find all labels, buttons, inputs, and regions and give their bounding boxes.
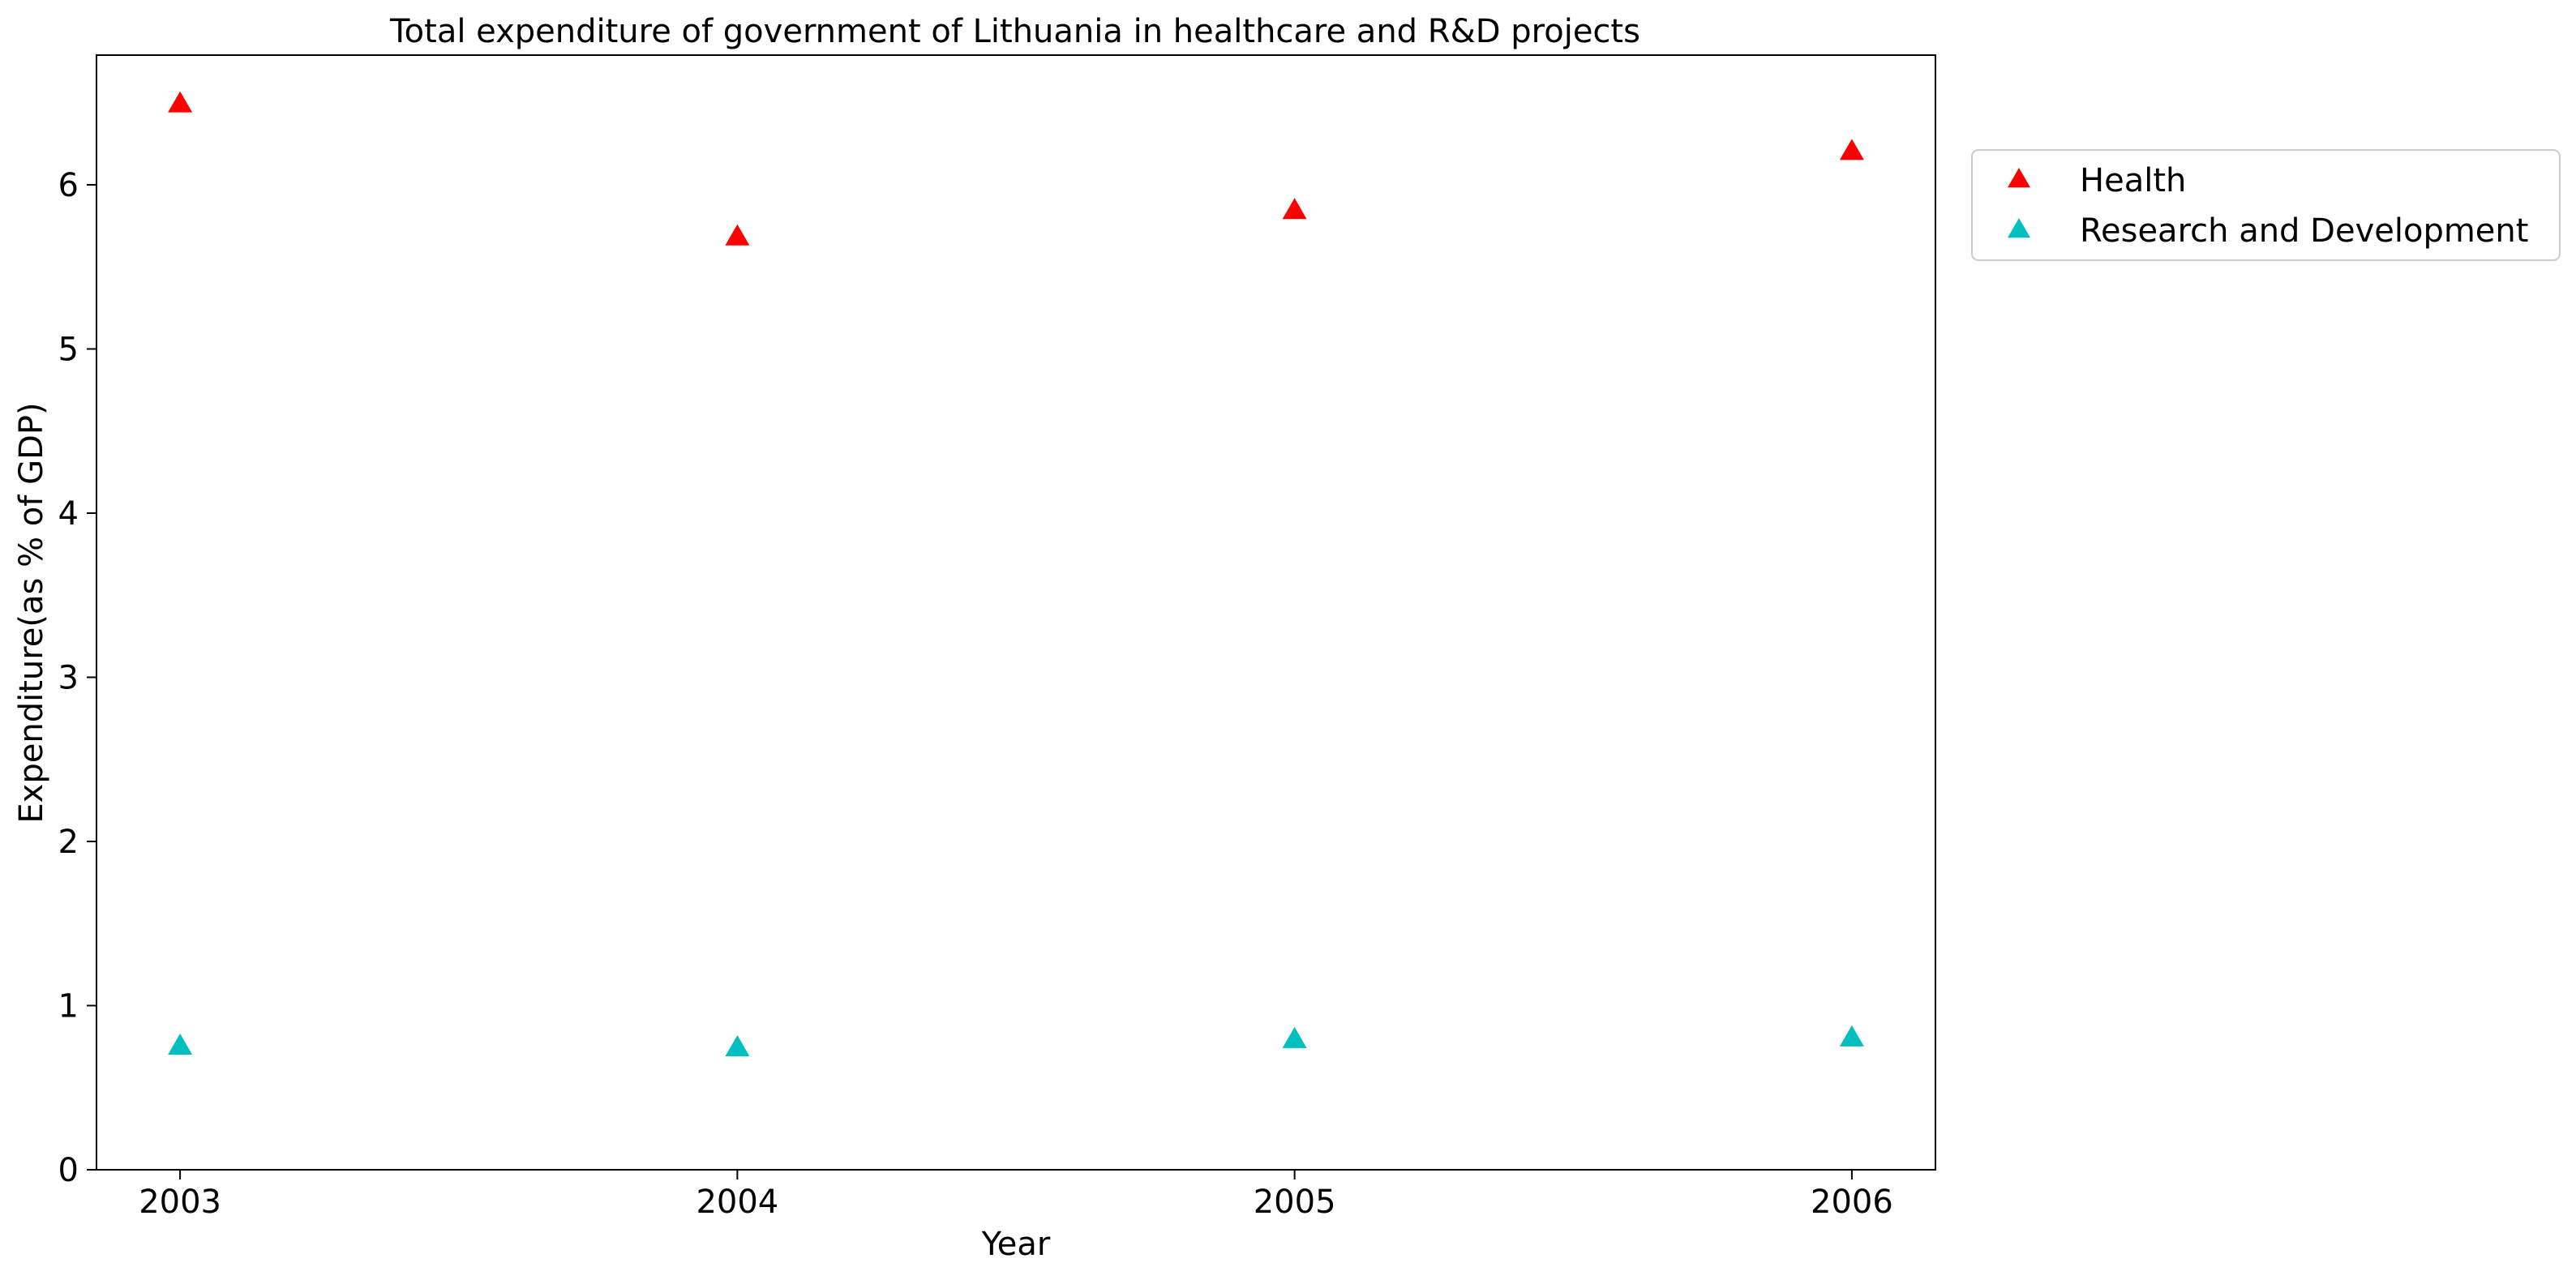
y-tick-label: 4 — [58, 495, 79, 533]
data-point-health-2003 — [168, 91, 193, 113]
y-tick-label: 2 — [58, 824, 79, 861]
legend-label: Health — [2080, 162, 2186, 199]
data-point-health-2004 — [725, 224, 750, 246]
x-tick-label: 2003 — [139, 1184, 221, 1221]
plot-area — [96, 54, 1936, 1171]
x-tick-label: 2006 — [1811, 1184, 1893, 1221]
data-point-research-and-development-2005 — [1282, 1026, 1307, 1048]
y-tick-label: 3 — [58, 659, 79, 696]
data-points — [168, 91, 1864, 1056]
data-point-health-2006 — [1839, 139, 1864, 161]
y-tick-label: 6 — [58, 167, 79, 204]
data-point-health-2005 — [1282, 198, 1307, 220]
y-axis: 0 1 2 3 4 5 6 — [58, 167, 96, 1189]
y-tick-label: 0 — [58, 1152, 79, 1189]
x-tick-label: 2005 — [1254, 1184, 1336, 1221]
x-axis: 2003 2004 2005 2006 — [139, 1170, 1893, 1221]
data-point-research-and-development-2004 — [725, 1035, 750, 1056]
data-point-research-and-development-2003 — [168, 1034, 193, 1055]
y-axis-label: Expenditure(as % of GDP) — [13, 402, 50, 823]
x-axis-label: Year — [981, 1226, 1051, 1263]
legend-marker — [2008, 218, 2030, 238]
legend-label: Research and Development — [2080, 212, 2528, 250]
x-tick-label: 2004 — [696, 1184, 778, 1221]
data-point-research-and-development-2006 — [1839, 1025, 1864, 1047]
y-tick-label: 5 — [58, 331, 79, 368]
y-tick-label: 1 — [58, 987, 79, 1025]
legend-frame — [1971, 149, 2561, 261]
legend: Health Research and Development — [1971, 149, 2561, 261]
chart-title: Total expenditure of government of Lithu… — [389, 13, 1640, 50]
legend-entries: Health Research and Development — [2008, 162, 2528, 250]
legend-marker — [2008, 168, 2030, 188]
